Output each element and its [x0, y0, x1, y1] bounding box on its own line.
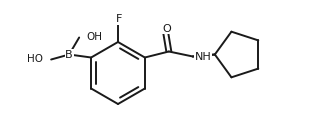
Text: F: F	[116, 14, 122, 24]
Text: OH: OH	[86, 32, 102, 41]
Text: HO: HO	[27, 55, 43, 64]
Text: NH: NH	[195, 52, 212, 63]
Text: O: O	[162, 24, 171, 33]
Text: B: B	[65, 50, 73, 60]
